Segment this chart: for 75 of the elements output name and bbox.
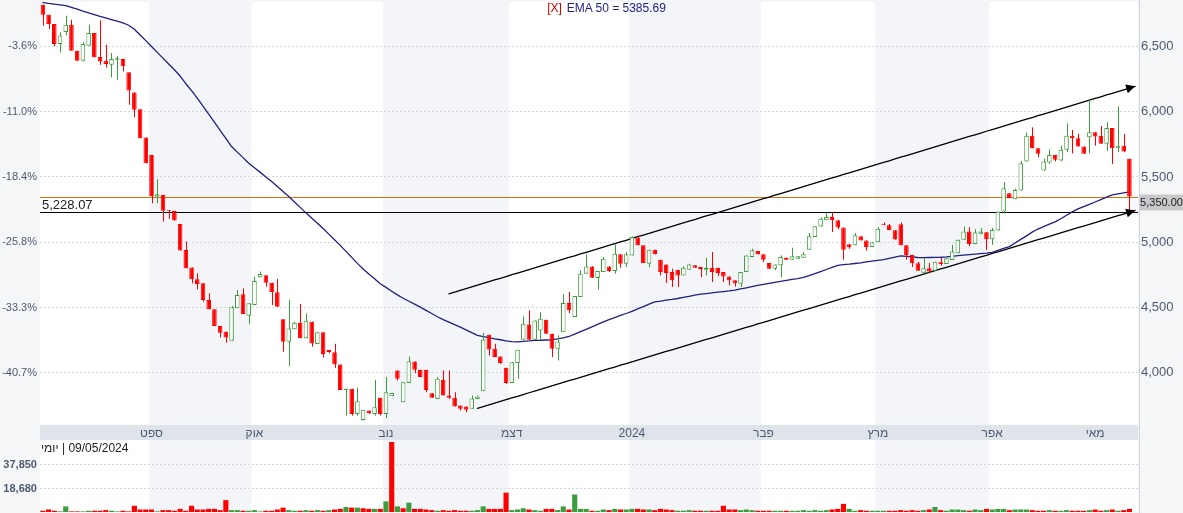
bar xyxy=(983,508,990,512)
bar xyxy=(371,508,378,512)
bar xyxy=(394,506,400,512)
y-tick-label: 6,000 xyxy=(1141,103,1174,119)
candlestick xyxy=(538,311,543,341)
bar xyxy=(646,509,652,512)
candlestick xyxy=(309,321,314,348)
ref-line-label: 5,228.07 xyxy=(42,196,93,212)
x-tick-label: אוק xyxy=(245,425,264,440)
x-tick-label: ספט xyxy=(140,425,164,440)
bar xyxy=(526,509,532,512)
bar xyxy=(932,507,938,512)
candlestick xyxy=(578,269,583,298)
candlestick xyxy=(841,227,846,261)
candlestick xyxy=(126,71,131,106)
candlestick xyxy=(1104,121,1109,152)
y2-tick-label: -25.8% xyxy=(2,234,38,247)
ref-line-label: 5,350.00 xyxy=(1140,195,1183,208)
bar xyxy=(400,508,406,512)
x-tick-label: 2024 xyxy=(618,425,646,440)
candlestick xyxy=(1121,133,1126,153)
y-tick-label: 4,500 xyxy=(1141,299,1174,315)
candlestick xyxy=(69,19,74,52)
text: EMA 50 = 5385.69 xyxy=(566,1,666,15)
y-tick-label: 6,500 xyxy=(1141,37,1174,53)
y2-tick-label: -11.0% xyxy=(2,104,38,117)
x-tick-label: פבר xyxy=(752,425,774,440)
y2-tick-label: -3.6% xyxy=(8,39,38,52)
x-tick-label: דצמ xyxy=(501,425,523,440)
y2-tick-label: -18.4% xyxy=(2,169,38,182)
candlestick xyxy=(103,44,109,68)
candlestick xyxy=(154,178,160,204)
candlestick xyxy=(1109,127,1115,165)
candlestick xyxy=(349,388,354,417)
candlestick xyxy=(1001,181,1006,214)
candlestick xyxy=(967,226,972,247)
candlestick xyxy=(446,369,452,400)
candlestick xyxy=(372,379,377,417)
y-tick-label: 4,000 xyxy=(1141,364,1174,380)
bar xyxy=(377,508,383,512)
candlestick xyxy=(355,387,360,417)
x-tick-label: נוב xyxy=(378,425,394,440)
y2-tick-label: -40.7% xyxy=(2,366,38,378)
candlestick xyxy=(1024,132,1029,163)
candlestick xyxy=(332,343,337,369)
candlestick xyxy=(52,23,57,47)
candlestick xyxy=(778,254,783,278)
candlestick xyxy=(63,15,69,36)
y2-tick-label: -33.3% xyxy=(2,300,38,313)
x-tick-label: מרץ xyxy=(867,425,889,440)
candlestick xyxy=(612,243,618,275)
y-tick-label: 18,680 xyxy=(3,481,37,494)
candlestick xyxy=(109,52,114,78)
candlestick xyxy=(275,278,280,308)
candlestick xyxy=(555,334,560,362)
candlestick xyxy=(1087,99,1092,154)
bar xyxy=(566,509,572,512)
candlestick xyxy=(595,270,600,291)
bar xyxy=(383,501,389,512)
bar xyxy=(389,442,395,512)
legend-title: [X] xyxy=(547,1,562,15)
y-tick-label: 5,000 xyxy=(1141,233,1174,249)
candlestick xyxy=(515,349,520,380)
y-tick-label: 5,500 xyxy=(1141,168,1174,184)
candlestick xyxy=(286,299,292,367)
candlestick xyxy=(435,376,440,400)
x-tick-label: מאי xyxy=(1085,425,1105,440)
candlestick xyxy=(132,91,137,118)
annotation: 09/05/2024 | יומי xyxy=(41,441,129,455)
y-tick-label: 37,850 xyxy=(3,457,37,470)
bar xyxy=(612,508,618,512)
bar xyxy=(343,507,349,512)
bar xyxy=(406,502,412,512)
x-tick-label: אפר xyxy=(981,425,1004,440)
candlestick xyxy=(1064,122,1069,153)
